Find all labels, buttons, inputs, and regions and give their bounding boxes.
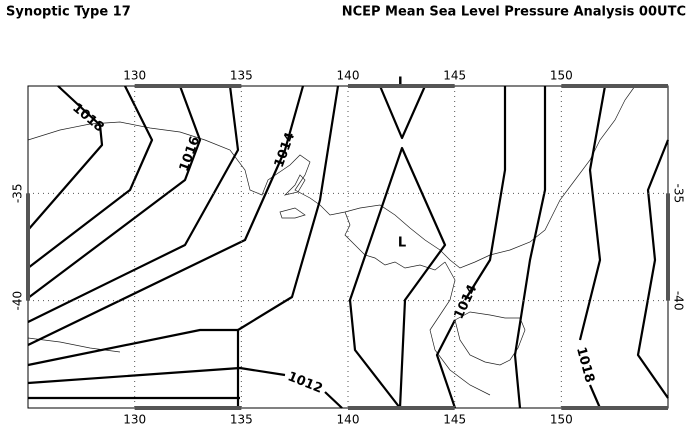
- frame-bar: [561, 84, 668, 88]
- isobar: [27, 85, 202, 299]
- lon-tick-label: 140: [337, 413, 360, 427]
- isobar: [636, 139, 670, 399]
- lon-tick-label: 135: [230, 413, 253, 427]
- isobar: [27, 85, 154, 269]
- lat-tick-label: -35: [672, 184, 686, 204]
- isobar: [435, 86, 507, 409]
- isobar: [27, 85, 305, 346]
- isobar: [27, 85, 104, 231]
- isobar: [513, 86, 547, 409]
- frame-bar: [348, 406, 455, 410]
- isobar-label: 1014: [452, 282, 481, 321]
- isobar: [27, 85, 240, 323]
- isobar-label: 1018: [69, 101, 106, 136]
- isobar-label: 1012: [285, 369, 324, 396]
- isobar: [236, 85, 340, 408]
- isobar-label: 1018: [573, 346, 597, 385]
- isobar: [348, 146, 447, 409]
- frame-bar: [26, 193, 30, 301]
- lon-tick-label: 140: [337, 69, 360, 83]
- isobar: [578, 85, 607, 409]
- coastline: [344, 211, 446, 271]
- lon-tick-label: 150: [550, 413, 573, 427]
- frame-bar: [666, 193, 670, 301]
- island: [279, 207, 306, 219]
- lat-tick-label: -40: [11, 291, 25, 311]
- header-right: NCEP Mean Sea Level Pressure Analysis 00…: [342, 5, 686, 20]
- lon-tick-label: 135: [230, 69, 253, 83]
- frame-bar: [134, 84, 242, 88]
- lat-tick-label: -35: [11, 184, 25, 204]
- frame-bar: [134, 406, 242, 410]
- isobar: [378, 85, 427, 140]
- low-marker: L: [398, 236, 406, 251]
- isobar-label: 1014: [272, 130, 298, 169]
- isobar-label: 1016: [177, 134, 203, 173]
- lon-tick-label: 130: [123, 413, 146, 427]
- lon-tick-label: 130: [123, 69, 146, 83]
- island: [454, 311, 526, 366]
- lon-tick-label: 145: [443, 69, 466, 83]
- island: [283, 174, 306, 196]
- lon-tick-label: 145: [443, 413, 466, 427]
- isobar: [27, 366, 286, 385]
- frame-bar: [348, 84, 455, 88]
- lat-tick-label: -40: [672, 291, 686, 311]
- low-marker: L: [398, 76, 406, 91]
- isobar: [27, 328, 238, 367]
- isobar: [28, 391, 343, 409]
- lon-tick-label: 150: [550, 69, 573, 83]
- coastline: [27, 261, 491, 396]
- frame-bar: [561, 406, 668, 410]
- header-left: Synoptic Type 17: [6, 5, 131, 20]
